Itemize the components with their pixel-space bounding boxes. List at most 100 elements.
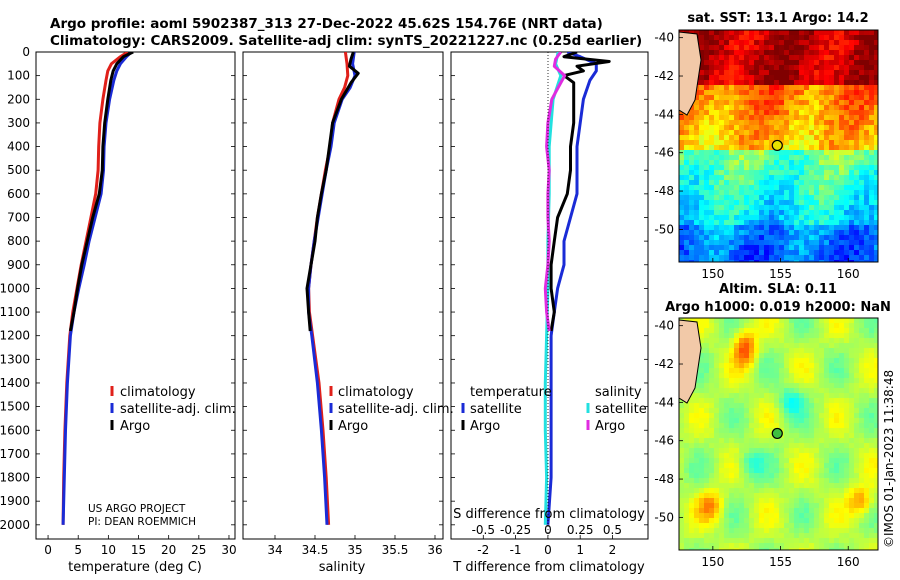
map-cell [814, 250, 820, 256]
map-cell [844, 205, 850, 211]
map-cell [864, 353, 870, 359]
map-cell [734, 388, 740, 394]
map-cell [869, 155, 875, 161]
map-cell [874, 343, 878, 349]
series-t-argo [549, 52, 611, 332]
map-cell [769, 180, 775, 186]
map-cell [819, 90, 825, 96]
map-cell [739, 518, 745, 524]
map-cell [689, 463, 695, 469]
map-cell [804, 100, 810, 106]
map-cell [729, 185, 735, 191]
map-cell [719, 75, 725, 81]
map-cell [679, 433, 685, 439]
map-cell [819, 180, 825, 186]
map-cell [709, 318, 715, 324]
map-cell [769, 343, 775, 349]
map-cell [839, 175, 845, 181]
map-cell [759, 190, 765, 196]
map-cell [764, 403, 770, 409]
map-cell [709, 433, 715, 439]
map-cell [834, 120, 840, 126]
map-cell [734, 398, 740, 404]
map-cell [684, 190, 690, 196]
map-cell [859, 215, 865, 221]
map-cell [799, 443, 805, 449]
map-cell [759, 383, 765, 389]
map-cell [819, 458, 825, 464]
map-cell [874, 140, 878, 146]
map-cell [829, 50, 835, 56]
map-cell [719, 388, 725, 394]
map-cell [759, 418, 765, 424]
map-cell [714, 443, 720, 449]
map-cell [874, 120, 878, 126]
map-cell [734, 323, 740, 329]
map-cell [779, 348, 785, 354]
map-cell [834, 338, 840, 344]
map-cell [839, 70, 845, 76]
map-cell [799, 60, 805, 66]
map-cell [769, 160, 775, 166]
map-cell [764, 528, 770, 534]
map-cell [734, 418, 740, 424]
map-cell [724, 488, 730, 494]
map-cell [849, 323, 855, 329]
map-cell [694, 318, 700, 324]
map-cell [689, 200, 695, 206]
map-cell [769, 478, 775, 484]
map-cell [754, 70, 760, 76]
map-cell [834, 448, 840, 454]
map-cell [709, 488, 715, 494]
map-cell [834, 75, 840, 81]
map-cell [689, 403, 695, 409]
map-cell [824, 548, 830, 550]
map-cell [849, 260, 855, 262]
map-cell [809, 388, 815, 394]
temperature-tick-label: 20 [161, 543, 176, 557]
map-cell [754, 60, 760, 66]
map-cell [819, 185, 825, 191]
map-cell [734, 358, 740, 364]
map-cell [839, 548, 845, 550]
map-cell [734, 343, 740, 349]
map-cell [819, 160, 825, 166]
map-cell [854, 538, 860, 544]
map-cell [739, 343, 745, 349]
map-cell [859, 378, 865, 384]
map-cell [764, 165, 770, 171]
map-cell [739, 165, 745, 171]
map-cell [764, 125, 770, 131]
map-cell [819, 498, 825, 504]
map-cell [829, 220, 835, 226]
map-cell [739, 443, 745, 449]
map-cell [789, 423, 795, 429]
map-cell [819, 403, 825, 409]
map-cell [829, 318, 835, 324]
map-cell [869, 225, 875, 231]
map-cell [809, 85, 815, 91]
map-cell [694, 205, 700, 211]
map-cell [689, 473, 695, 479]
map-cell [764, 100, 770, 106]
map-cell [829, 403, 835, 409]
map-cell [699, 458, 705, 464]
map-cell [749, 488, 755, 494]
map-cell [804, 220, 810, 226]
map-cell [679, 135, 685, 141]
legend-s-argo: Argo [595, 419, 625, 434]
map-cell [684, 453, 690, 459]
map-cell [834, 323, 840, 329]
map-cell [719, 35, 725, 41]
map-cell [824, 488, 830, 494]
map-cell [839, 508, 845, 514]
map-cell [699, 55, 705, 61]
map-cell [779, 328, 785, 334]
map-cell [774, 483, 780, 489]
map-cell [809, 220, 815, 226]
map-cell [704, 65, 710, 71]
map-cell [784, 418, 790, 424]
map-cell [784, 70, 790, 76]
map-cell [729, 363, 735, 369]
